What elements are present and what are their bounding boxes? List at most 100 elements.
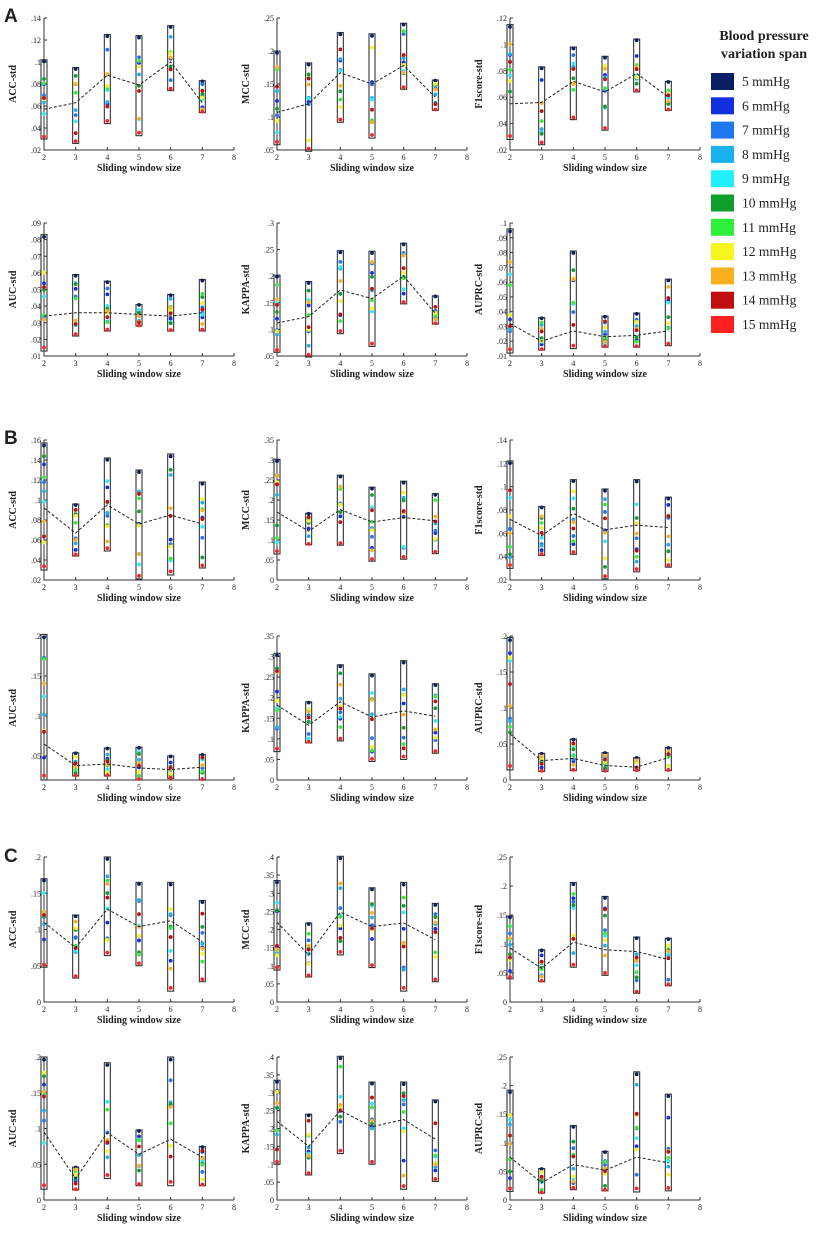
data-point <box>200 763 205 768</box>
y-tick-label: .08 <box>497 506 507 515</box>
data-point <box>539 66 544 71</box>
data-point <box>666 503 671 507</box>
x-axis-label: Sliding window size <box>330 163 414 174</box>
legend-swatch <box>711 73 734 90</box>
data-point <box>306 922 311 926</box>
data-point <box>105 1140 110 1145</box>
data-point <box>370 286 374 291</box>
data-point <box>338 265 343 269</box>
data-point <box>168 1179 173 1184</box>
data-point <box>370 1095 374 1100</box>
data-point <box>666 341 671 346</box>
data-point <box>42 729 46 734</box>
y-tick-label: .05 <box>264 556 274 565</box>
data-point <box>666 949 671 954</box>
data-point <box>168 775 173 780</box>
data-point <box>666 1172 671 1177</box>
data-point <box>539 1178 544 1183</box>
y-axis-label: AUPRC-std <box>474 682 485 734</box>
x-tick-label: 2 <box>42 583 46 592</box>
data-point <box>401 300 406 304</box>
x-tick-label: 6 <box>402 1005 406 1014</box>
y-tick-label: .1 <box>35 926 41 935</box>
data-point <box>200 535 205 540</box>
data-point <box>42 712 46 717</box>
data-point <box>666 326 671 331</box>
data-point <box>666 943 671 948</box>
data-point <box>666 1155 671 1160</box>
data-point <box>571 899 576 904</box>
data-point <box>634 975 639 980</box>
data-point <box>200 1148 205 1153</box>
data-point <box>508 229 512 234</box>
data-point <box>666 80 671 84</box>
data-point <box>200 481 205 486</box>
data-point <box>200 769 205 774</box>
y-tick-label: .15 <box>264 80 274 89</box>
data-point <box>275 536 279 541</box>
data-point <box>168 473 173 477</box>
x-tick-label: 8 <box>698 583 702 592</box>
chart-c-mcc-std: 2 3 4 5 6 7 8 0 .05 .1 .15 .2 .25 .3 .35 .4 Sliding wind… <box>241 853 469 1026</box>
data-point <box>338 1056 343 1061</box>
data-point <box>168 64 173 69</box>
data-point <box>539 526 544 530</box>
data-point <box>42 235 46 239</box>
data-point <box>168 948 173 953</box>
data-point <box>370 712 374 717</box>
x-tick-label: 5 <box>137 153 141 162</box>
data-point <box>338 510 343 515</box>
data-point <box>401 253 406 258</box>
y-tick-label: .1 <box>501 1139 507 1148</box>
data-point <box>370 298 374 303</box>
data-point <box>401 545 406 549</box>
data-point <box>508 1133 512 1138</box>
data-point <box>634 548 639 553</box>
data-point <box>73 761 78 766</box>
mean-line <box>43 312 203 317</box>
data-point <box>508 317 512 322</box>
data-point <box>137 757 141 762</box>
data-point <box>634 1082 639 1087</box>
data-point <box>73 974 78 979</box>
y-tick-label: .35 <box>264 871 274 880</box>
data-point <box>275 297 279 302</box>
data-point <box>105 457 110 462</box>
legend-label: 8 mmHg <box>742 147 790 162</box>
data-point <box>539 329 544 334</box>
data-point <box>603 516 607 521</box>
data-point <box>571 962 576 967</box>
data-point <box>603 530 607 535</box>
data-point <box>168 926 173 931</box>
y-tick-label: 0 <box>270 998 274 1007</box>
y-tick-label: .05 <box>497 1167 507 1176</box>
data-point <box>42 59 46 64</box>
data-point <box>539 974 544 979</box>
data-point <box>370 486 374 491</box>
data-point <box>200 977 205 982</box>
y-tick-label: .06 <box>497 93 507 102</box>
data-point <box>433 102 438 107</box>
y-tick-label: .06 <box>31 269 41 278</box>
data-point <box>42 913 46 917</box>
data-point <box>200 1182 205 1187</box>
data-point <box>105 1099 110 1104</box>
x-tick-label: 2 <box>275 1005 279 1014</box>
mean-line <box>509 323 669 342</box>
data-point <box>370 260 374 264</box>
data-point <box>666 977 671 982</box>
data-point <box>433 903 438 907</box>
y-tick-label: .1 <box>35 58 41 67</box>
data-point <box>603 329 607 334</box>
data-point <box>539 768 544 773</box>
data-point <box>275 329 279 334</box>
y-tick-label: .2 <box>268 272 274 281</box>
data-point <box>603 913 607 918</box>
data-point <box>634 567 639 571</box>
y-axis-label: MCC-std <box>241 909 252 949</box>
x-axis-label: Sliding window size <box>97 593 181 604</box>
y-tick-label: 0 <box>503 998 507 1007</box>
data-point <box>306 973 311 978</box>
data-point <box>401 270 406 275</box>
data-point <box>571 343 576 348</box>
